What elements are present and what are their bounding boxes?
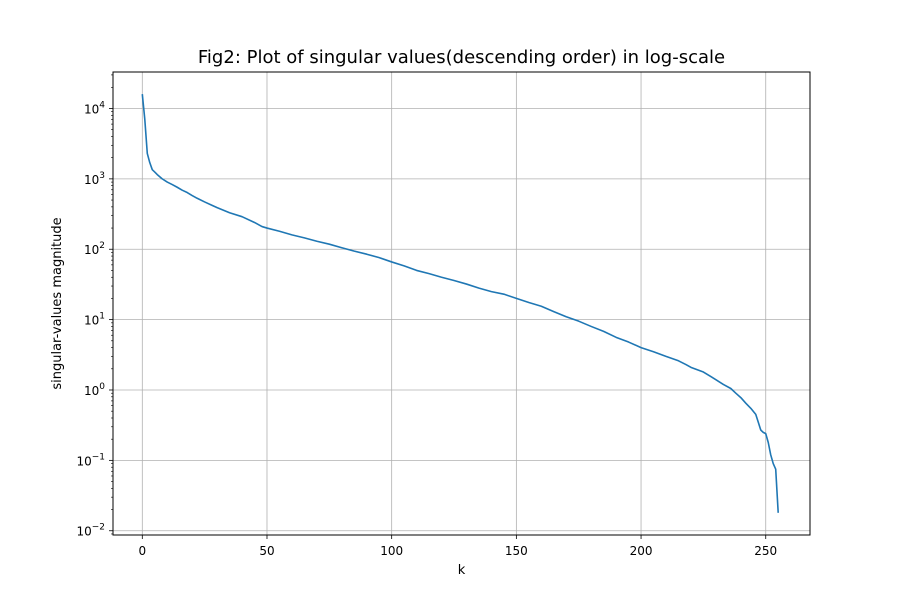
x-tick-label: 100 (380, 544, 403, 558)
x-tick-label: 150 (505, 544, 528, 558)
x-axis-label: k (458, 563, 466, 578)
x-tick-label: 50 (259, 544, 274, 558)
y-tick-label: 100 (84, 382, 105, 398)
y-ticks: 10−2 10−1 100 101 102 103 104 (76, 74, 113, 539)
y-tick-label: 10−1 (76, 452, 105, 468)
series-line (141, 94, 779, 513)
plot-frame (112, 71, 811, 536)
chart-title: Fig2: Plot of singular values(descending… (198, 47, 725, 68)
x-tick-label: 200 (630, 544, 653, 558)
y-tick-label: 102 (84, 241, 105, 257)
x-ticks: 0 50 100 150 200 250 (138, 535, 777, 558)
plot-area (141, 94, 779, 513)
y-tick-label: 103 (84, 171, 105, 187)
x-tick-label: 250 (754, 544, 777, 558)
y-tick-label: 10−2 (76, 523, 105, 539)
x-tick-label: 0 (138, 544, 146, 558)
y-tick-label: 104 (84, 100, 105, 116)
y-tick-label: 101 (84, 312, 105, 328)
grid (113, 72, 810, 535)
y-axis-label: singular-values magnitude (50, 217, 65, 389)
